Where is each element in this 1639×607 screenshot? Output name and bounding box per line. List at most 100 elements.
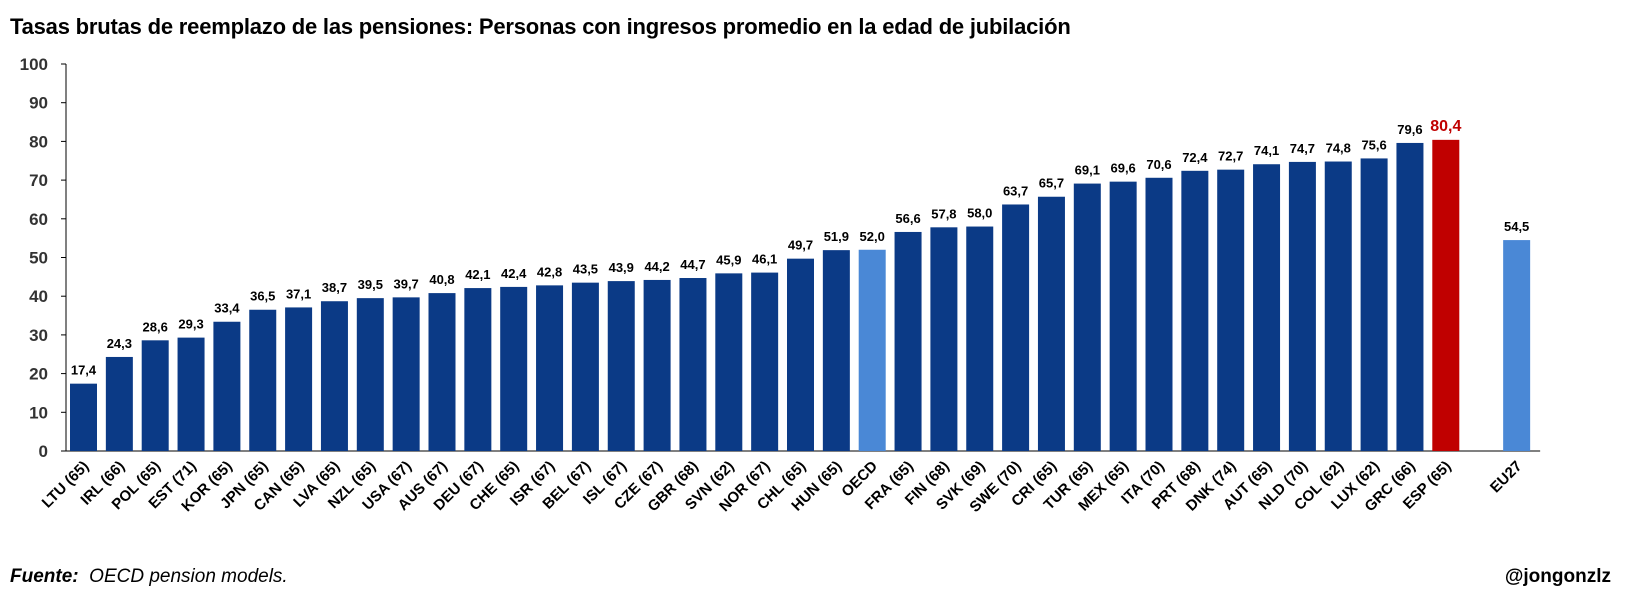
bar-lux [1360,158,1388,452]
bar-aus [428,293,456,451]
data-label: 65,7 [1039,176,1064,191]
data-label: 74,1 [1254,143,1279,158]
data-label: 43,9 [609,260,634,275]
y-tick-label: 80 [29,132,48,151]
data-label: 63,7 [1003,183,1028,198]
data-label: 56,6 [895,211,920,226]
data-label: 17,4 [71,363,97,378]
bar-prt [1181,170,1209,451]
bar-ita [1145,177,1173,451]
source-label: Fuente: [10,566,79,587]
y-tick-label: 60 [29,210,48,229]
bar-est [177,337,205,451]
bar-fra [894,231,922,451]
data-label: 44,7 [680,257,705,272]
bar-che [500,286,528,451]
data-label: 28,6 [143,319,168,334]
data-label: 38,7 [322,280,347,295]
bar-dnk [1217,169,1245,451]
bar-ltu [70,383,97,451]
data-label: 24,3 [107,336,132,351]
y-tick-label: 50 [29,249,48,268]
y-tick-label: 100 [20,55,48,74]
y-tick-label: 20 [29,365,48,384]
data-label: 79,6 [1397,122,1422,137]
data-label: 39,7 [393,276,418,291]
data-label: 33,4 [214,301,240,316]
data-label: 70,6 [1146,157,1171,172]
bar-svn [715,273,743,451]
y-tick-label: 30 [29,326,48,345]
data-label: 49,7 [788,238,813,253]
data-label: 29,3 [178,317,203,332]
data-label: 37,1 [286,286,311,301]
data-label: 42,8 [537,264,562,279]
data-label: 46,1 [752,252,777,267]
bar-gbr [679,278,707,451]
data-label: 39,5 [358,277,383,292]
chart-title: Tasas brutas de reemplazo de las pension… [10,14,1071,39]
bar-hun [822,250,850,451]
bar-kor [213,321,241,451]
bar-isl [607,281,635,451]
bar-pol [141,340,169,451]
bar-nld [1288,161,1316,451]
bar-tur [1073,183,1101,451]
bar-can [285,307,313,451]
source-text: OECD pension models. [89,566,288,587]
bar-svk [966,226,994,451]
data-label: 69,6 [1110,161,1135,176]
data-label: 45,9 [716,252,741,267]
y-tick-label: 10 [29,403,48,422]
y-tick-label: 0 [39,442,48,461]
bar-isr [536,285,564,451]
data-label: 51,9 [824,229,849,244]
data-label: 40,8 [429,272,454,287]
data-label: 54,5 [1504,219,1529,234]
bar-esp [1432,139,1460,452]
bar-nor [751,272,779,451]
author-handle: @jongonzlz [1504,566,1611,587]
bar-grc [1396,142,1424,451]
data-label: 52,0 [860,229,885,244]
bar-swe [1002,204,1030,451]
bar-mex [1109,181,1137,451]
data-label: 80,4 [1430,118,1461,135]
data-label: 72,4 [1182,150,1208,165]
bar-deu [464,288,492,451]
bar-col [1324,161,1352,452]
x-axis-labels-group: LTU (65)IRL (66)POL (65)EST (71)KOR (65)… [39,458,1526,516]
data-label: 36,5 [250,289,275,304]
value-labels-group: 17,4 24,3 28,6 29,3 33,4 36,5 37,1 38,7 39,5 39,7… [71,118,1529,378]
data-label: 42,1 [465,267,490,282]
x-tick-label: EU27 [1487,458,1526,497]
bar-bel [571,282,599,451]
y-tick-label: 90 [29,94,48,113]
source-note: Fuente: OECD pension models. [10,566,288,588]
y-tick-label: 40 [29,287,48,306]
bar-cze [643,279,671,451]
data-label: 74,8 [1326,141,1351,156]
data-label: 44,2 [644,259,669,274]
data-label: 42,4 [501,266,527,281]
bar-irl [105,356,133,451]
data-label: 58,0 [967,206,992,221]
data-label: 72,7 [1218,149,1243,164]
data-label: 69,1 [1075,163,1100,178]
bar-aut [1253,164,1281,451]
bar-chl [787,258,814,451]
bar-nzl [356,298,384,451]
data-label: 74,7 [1290,141,1315,156]
bar-oecd [858,249,886,451]
bar-cri [1037,196,1065,451]
bar-fin [930,227,958,451]
bar-usa [392,297,420,451]
bars-group [70,139,1531,452]
data-label: 43,5 [573,262,598,277]
data-label: 57,8 [931,206,956,221]
data-label: 75,6 [1361,137,1386,152]
bar-eu27 [1503,240,1531,451]
bar-jpn [249,309,277,451]
y-tick-label: 70 [29,171,48,190]
